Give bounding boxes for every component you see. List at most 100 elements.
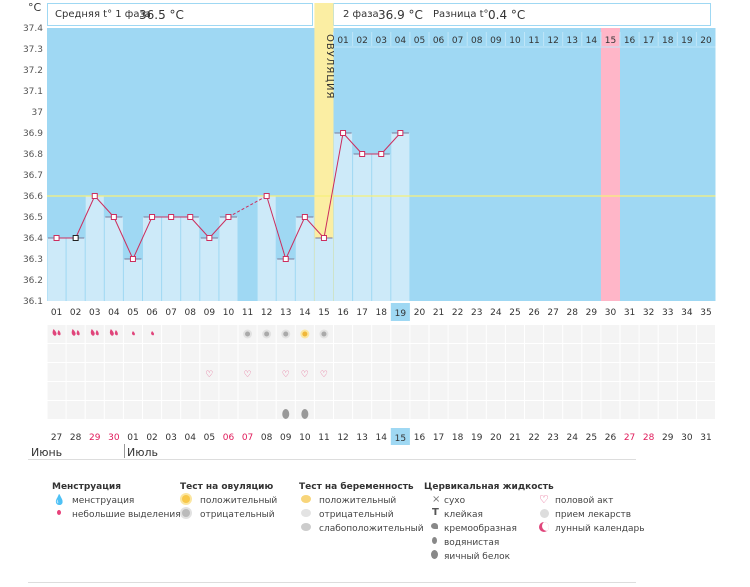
calendar-date-label: 01	[127, 433, 138, 443]
marker-cell	[314, 344, 333, 362]
marker-cell	[639, 382, 658, 400]
marker-cell	[620, 344, 639, 362]
phase2-day-label: 09	[490, 36, 502, 46]
sticky-icon: T	[432, 507, 439, 518]
legend-bottom-line	[28, 582, 636, 583]
calendar-date-label: 18	[452, 433, 464, 443]
marker-cell	[563, 325, 582, 343]
phase2-day-label: 15	[605, 36, 616, 46]
menstruation-drop-icon	[57, 330, 61, 336]
pregtest-weak-icon	[301, 523, 311, 531]
marker-cell	[601, 382, 620, 400]
month-june: Июнь	[31, 446, 63, 459]
calendar-date-label: 19	[471, 433, 483, 443]
egg-white-icon	[431, 550, 438, 559]
marker-cell	[696, 382, 715, 400]
creamy-icon	[431, 523, 438, 529]
marker-cell	[181, 325, 200, 343]
legend-intercourse: половой акт	[555, 496, 614, 506]
marker-cell	[658, 401, 677, 419]
marker-cell	[677, 363, 696, 381]
marker-cell	[639, 344, 658, 362]
temperature-point	[187, 214, 194, 220]
marker-cell	[544, 401, 563, 419]
calendar-date-label: 31	[700, 433, 711, 443]
cycle-day-label: 18	[376, 308, 388, 318]
moon-icon	[539, 522, 549, 532]
marker-cell	[486, 382, 505, 400]
cycle-day-label: 29	[586, 308, 598, 318]
menstruation-drop-icon	[114, 330, 118, 336]
legend-ovtest-title: Тест на овуляцию	[180, 482, 274, 492]
marker-cell	[696, 401, 715, 419]
phase2-day-label: 18	[662, 36, 674, 46]
marker-cell	[276, 363, 295, 381]
marker-cell	[257, 363, 276, 381]
cycle-day-label: 11	[242, 308, 253, 318]
marker-cell	[334, 382, 353, 400]
cycle-day-label: 05	[127, 308, 138, 318]
marker-cell	[353, 363, 372, 381]
cycle-day-label: 34	[681, 308, 693, 318]
temperature-line	[113, 216, 134, 260]
marker-cell	[238, 363, 257, 381]
marker-cell	[104, 325, 123, 343]
marker-cell	[85, 401, 104, 419]
marker-cell	[486, 325, 505, 343]
temperature-bar	[314, 238, 333, 301]
marker-cell	[620, 325, 639, 343]
marker-cell	[314, 382, 333, 400]
marker-cell	[696, 344, 715, 362]
marker-cell	[66, 382, 85, 400]
y-tick-label: 36.9	[23, 129, 43, 139]
temperature-bar	[353, 154, 372, 301]
marker-cell	[620, 382, 639, 400]
marker-cell	[639, 363, 658, 381]
marker-cell	[544, 344, 563, 362]
cycle-day-label: 12	[261, 308, 272, 318]
temperature-line	[285, 216, 306, 260]
marker-cell	[181, 363, 200, 381]
marker-cell	[410, 363, 429, 381]
month-divider	[124, 444, 125, 458]
temperature-point	[225, 214, 232, 220]
marker-cell	[525, 401, 544, 419]
calendar-date-label: 27	[624, 433, 635, 443]
today-cycle-marker	[390, 303, 410, 321]
marker-cell	[563, 401, 582, 419]
legend-cervical-sticky: клейкая	[444, 510, 483, 520]
marker-cell	[467, 344, 486, 362]
temperature-point	[72, 235, 79, 241]
marker-cell	[391, 363, 410, 381]
marker-cell	[696, 325, 715, 343]
cycle-day-label: 26	[528, 308, 540, 318]
marker-cell	[47, 382, 66, 400]
calendar-date-label: 29	[662, 433, 674, 443]
temperature-point	[129, 256, 136, 262]
y-tick-label: 36.5	[23, 213, 43, 223]
calendar-date-label: 26	[605, 433, 617, 443]
marker-cell	[467, 401, 486, 419]
marker-cell	[429, 325, 448, 343]
ovtest-core-icon	[302, 331, 308, 337]
marker-cell	[391, 325, 410, 343]
marker-cell	[334, 401, 353, 419]
phase2-day-label: 13	[567, 36, 578, 46]
temperature-bar	[104, 217, 123, 301]
marker-cell	[85, 363, 104, 381]
legend-pregtest-weak: слабоположительный	[319, 524, 424, 534]
marker-cell	[505, 382, 524, 400]
cycle-day-label: 09	[204, 308, 216, 318]
legend-ovtest-positive: положительный	[200, 496, 278, 506]
cycle-day-label: 35	[700, 308, 711, 318]
calendar-date-label: 06	[223, 433, 235, 443]
temperature-point	[91, 193, 98, 199]
marker-cell	[505, 363, 524, 381]
cycle-day-label: 19	[395, 309, 407, 319]
calendar-date-label: 30	[681, 433, 693, 443]
cycle-day-label: 17	[356, 308, 367, 318]
marker-cell	[448, 401, 467, 419]
calendar-date-label: 29	[89, 433, 101, 443]
marker-cell	[544, 325, 563, 343]
marker-cell	[47, 401, 66, 419]
